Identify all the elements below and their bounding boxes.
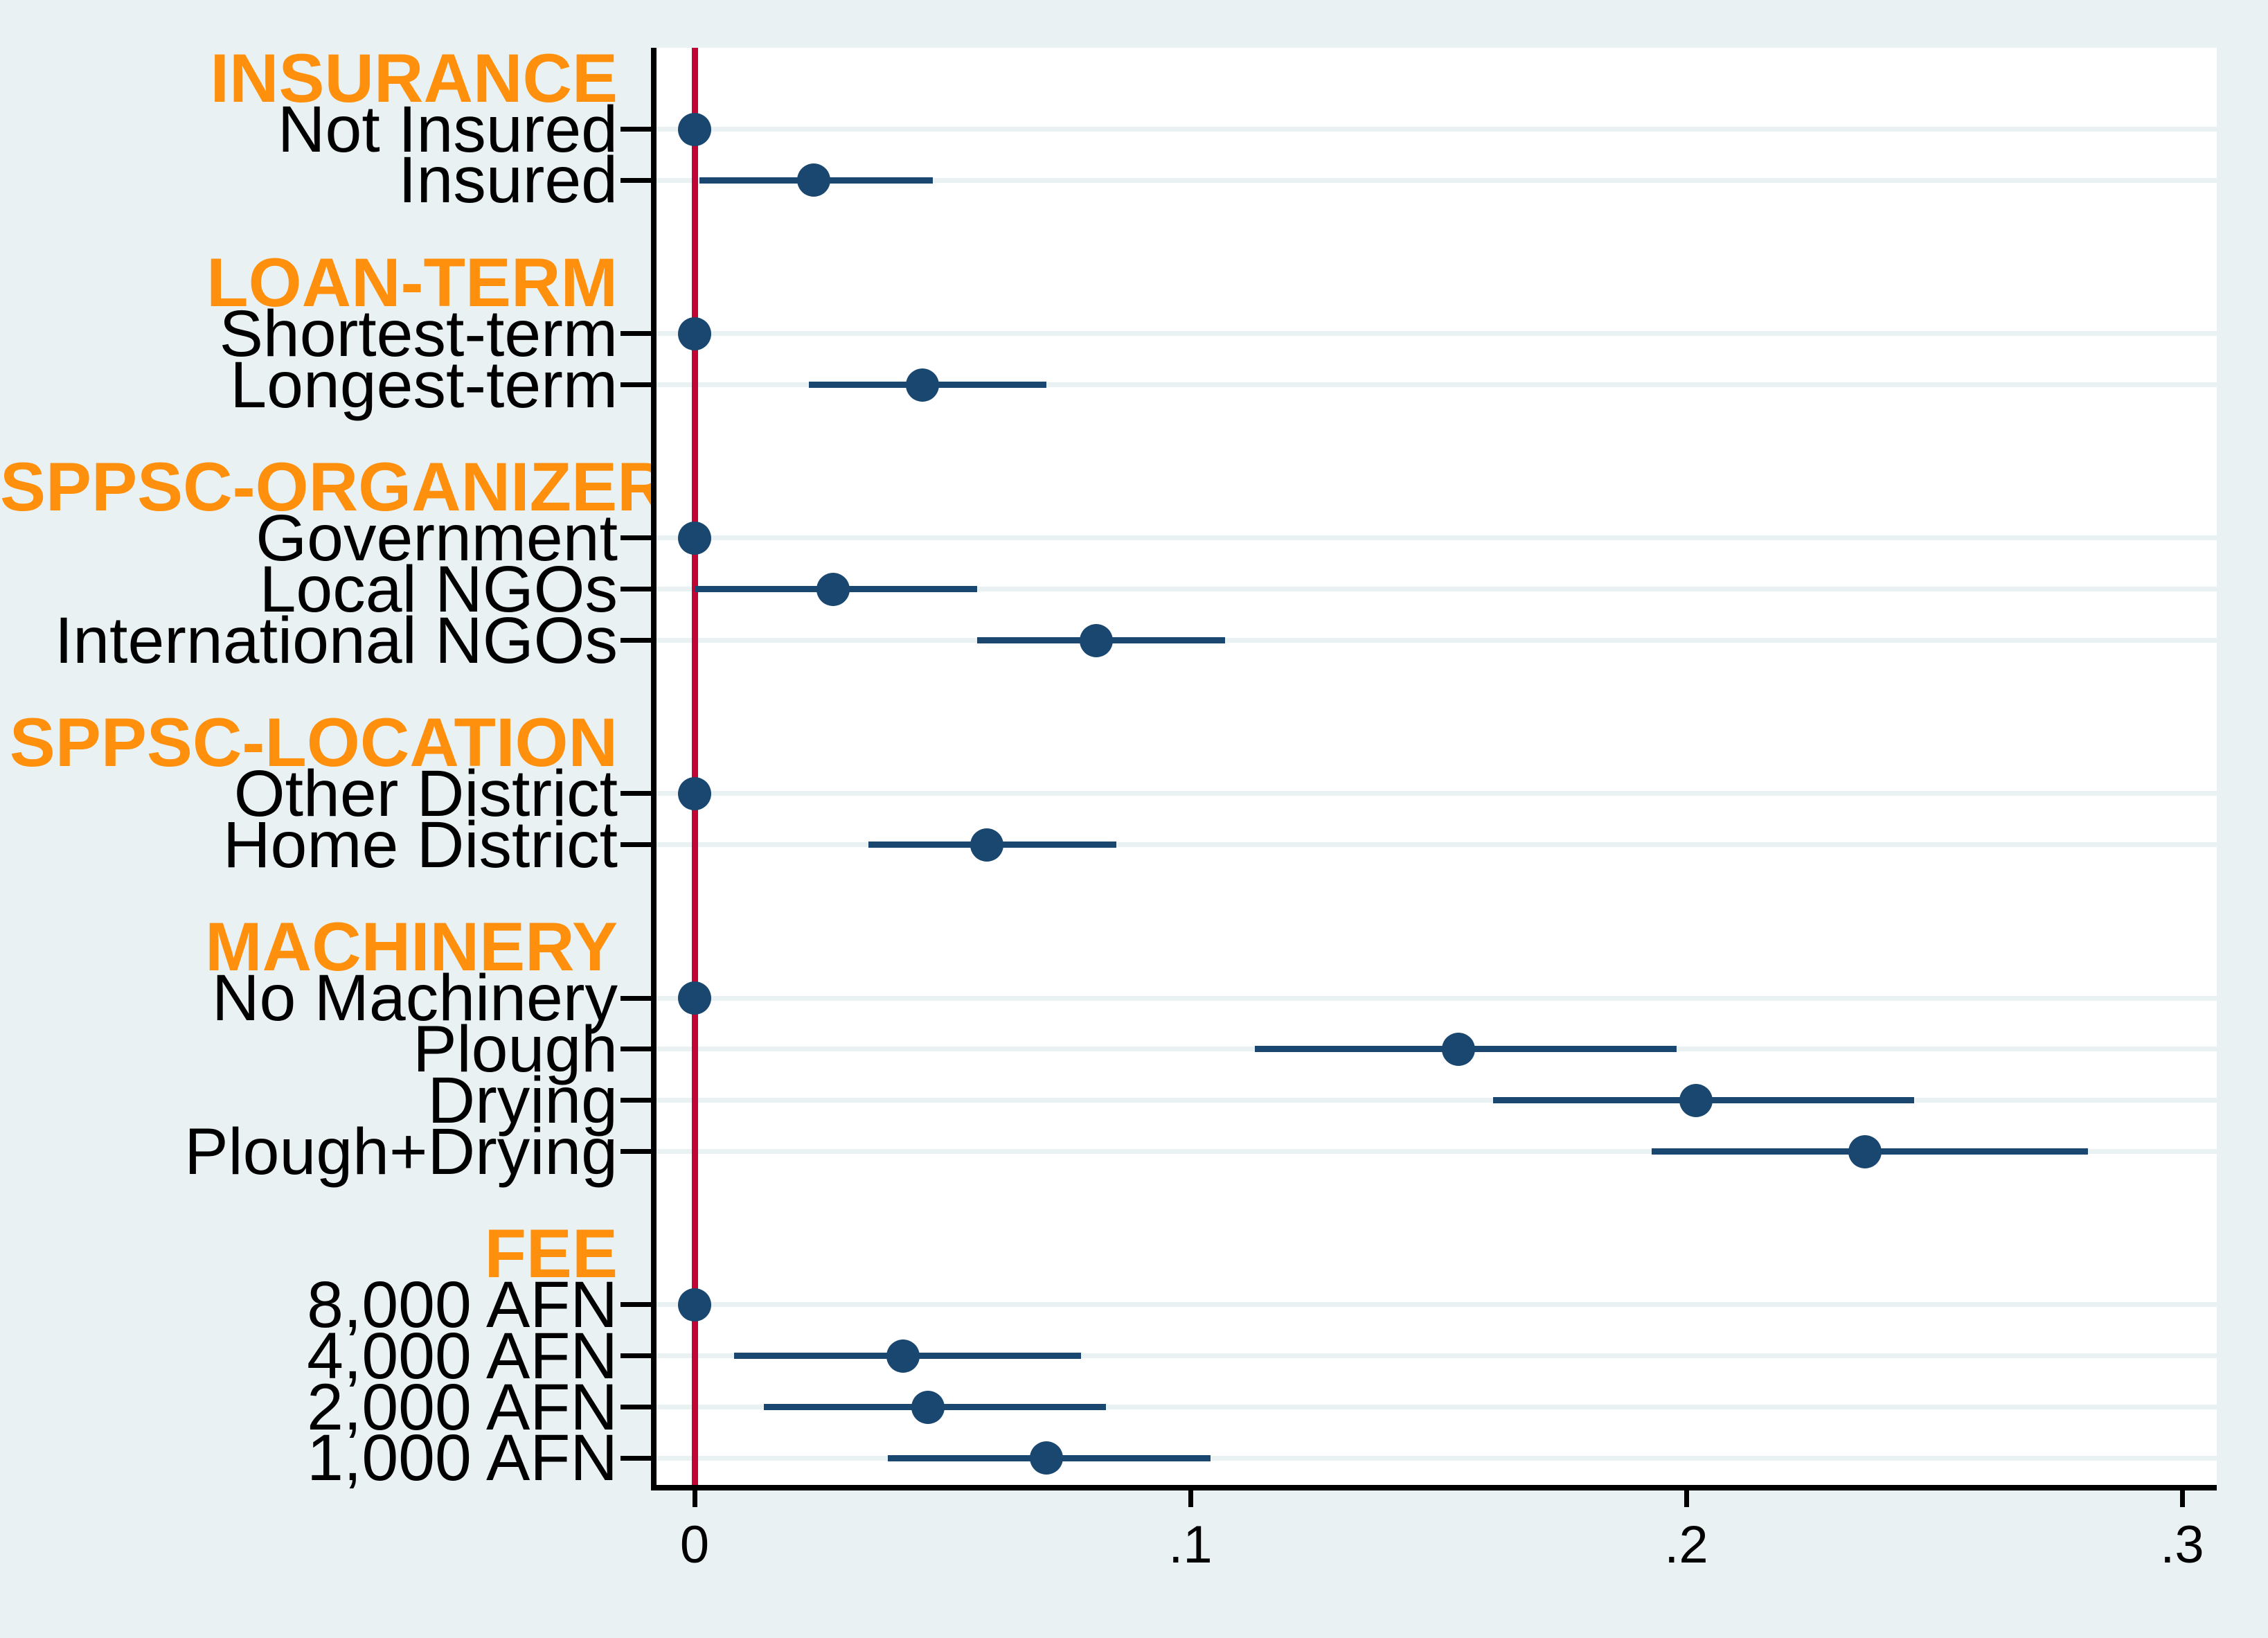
y-axis-tick [620,1047,651,1052]
reference-point-dot [678,521,711,555]
estimate-dot [1030,1441,1064,1475]
item-label: Not Insured [277,92,618,166]
item-label: 4,000 AFN [307,1319,618,1393]
y-axis-tick [620,842,651,848]
row-gridline [657,638,2217,643]
item-label: Plough+Drying [184,1114,618,1189]
plot-area [657,48,2217,1485]
row-gridline [657,177,2217,183]
row-gridline [657,842,2217,848]
group-header-label: SPPSC-ORGANIZER [0,448,667,526]
estimate-dot [1441,1032,1475,1066]
x-axis-tick [692,1486,697,1507]
item-label: 2,000 AFN [307,1370,618,1444]
x-axis-tick [1188,1486,1193,1507]
y-axis-tick [620,1302,651,1308]
item-label: Longest-term [230,348,618,422]
item-label: 1,000 AFN [307,1421,618,1495]
reference-point-dot [678,776,711,810]
x-axis-line [651,1485,2217,1490]
y-axis-tick [620,382,651,387]
estimate-dot [886,1339,920,1373]
row-gridline [657,331,2217,337]
estimate-dot [970,828,1004,862]
y-axis-tick [620,638,651,643]
y-axis-tick [620,1098,651,1103]
row-gridline [657,382,2217,387]
y-axis-line [651,48,657,1490]
x-axis-tick-label: 0 [679,1515,710,1574]
estimate-dot [906,368,940,402]
row-gridline [657,127,2217,132]
x-axis-tick [1684,1486,1689,1507]
estimate-dot [796,163,830,197]
estimate-dot [911,1390,945,1424]
y-axis-tick [620,177,651,183]
item-label: Home District [222,808,618,882]
row-gridline [657,995,2217,1001]
row-gridline [657,587,2217,592]
group-header-label: LOAN-TERM [206,243,618,321]
zero-reference-line [691,48,698,1485]
y-axis-tick [620,587,651,592]
item-label: No Machinery [211,961,618,1035]
reference-point-dot [678,112,711,146]
y-axis-tick [620,1405,651,1409]
item-label: Government [256,501,618,575]
x-axis-tick-label: .1 [1168,1515,1213,1574]
y-axis-tick [620,995,651,1001]
item-label: Plough [413,1012,618,1086]
item-label: International NGOs [54,603,618,677]
row-gridline [657,1353,2217,1359]
reference-point-dot [678,981,711,1015]
reference-point-dot [678,1288,711,1321]
estimate-dot [816,572,850,606]
y-axis-tick [620,535,651,541]
reference-point-dot [678,317,711,350]
row-gridline [657,1149,2217,1154]
row-gridline [657,791,2217,796]
item-label: 8,000 AFN [307,1267,618,1342]
x-axis-tick-label: .2 [1664,1515,1708,1574]
estimate-dot [1679,1083,1713,1117]
row-gridline [657,1302,2217,1308]
y-axis-tick [620,331,651,337]
item-label: Local NGOs [259,552,618,626]
item-label: Insured [398,143,618,217]
estimate-dot [1079,623,1113,657]
y-axis-tick [620,1455,651,1461]
y-axis-tick [620,791,651,796]
item-label: Other District [233,756,618,830]
estimate-dot [1848,1134,1882,1168]
y-axis-tick [620,1353,651,1359]
x-axis-tick [2179,1486,2185,1507]
y-axis-tick [620,1149,651,1154]
group-header-label: FEE [484,1215,618,1292]
group-header-label: INSURANCE [210,39,618,116]
row-gridline [657,1405,2217,1409]
row-gridline [657,1098,2217,1103]
item-label: Shortest-term [219,296,618,371]
group-header-label: SPPSC-LOCATION [9,704,618,781]
item-label: Drying [427,1063,618,1137]
y-axis-tick [620,127,651,132]
row-gridline [657,1455,2217,1461]
x-axis-tick-label: .3 [2160,1515,2204,1574]
row-gridline [657,535,2217,541]
group-header-label: MACHINERY [205,908,618,986]
